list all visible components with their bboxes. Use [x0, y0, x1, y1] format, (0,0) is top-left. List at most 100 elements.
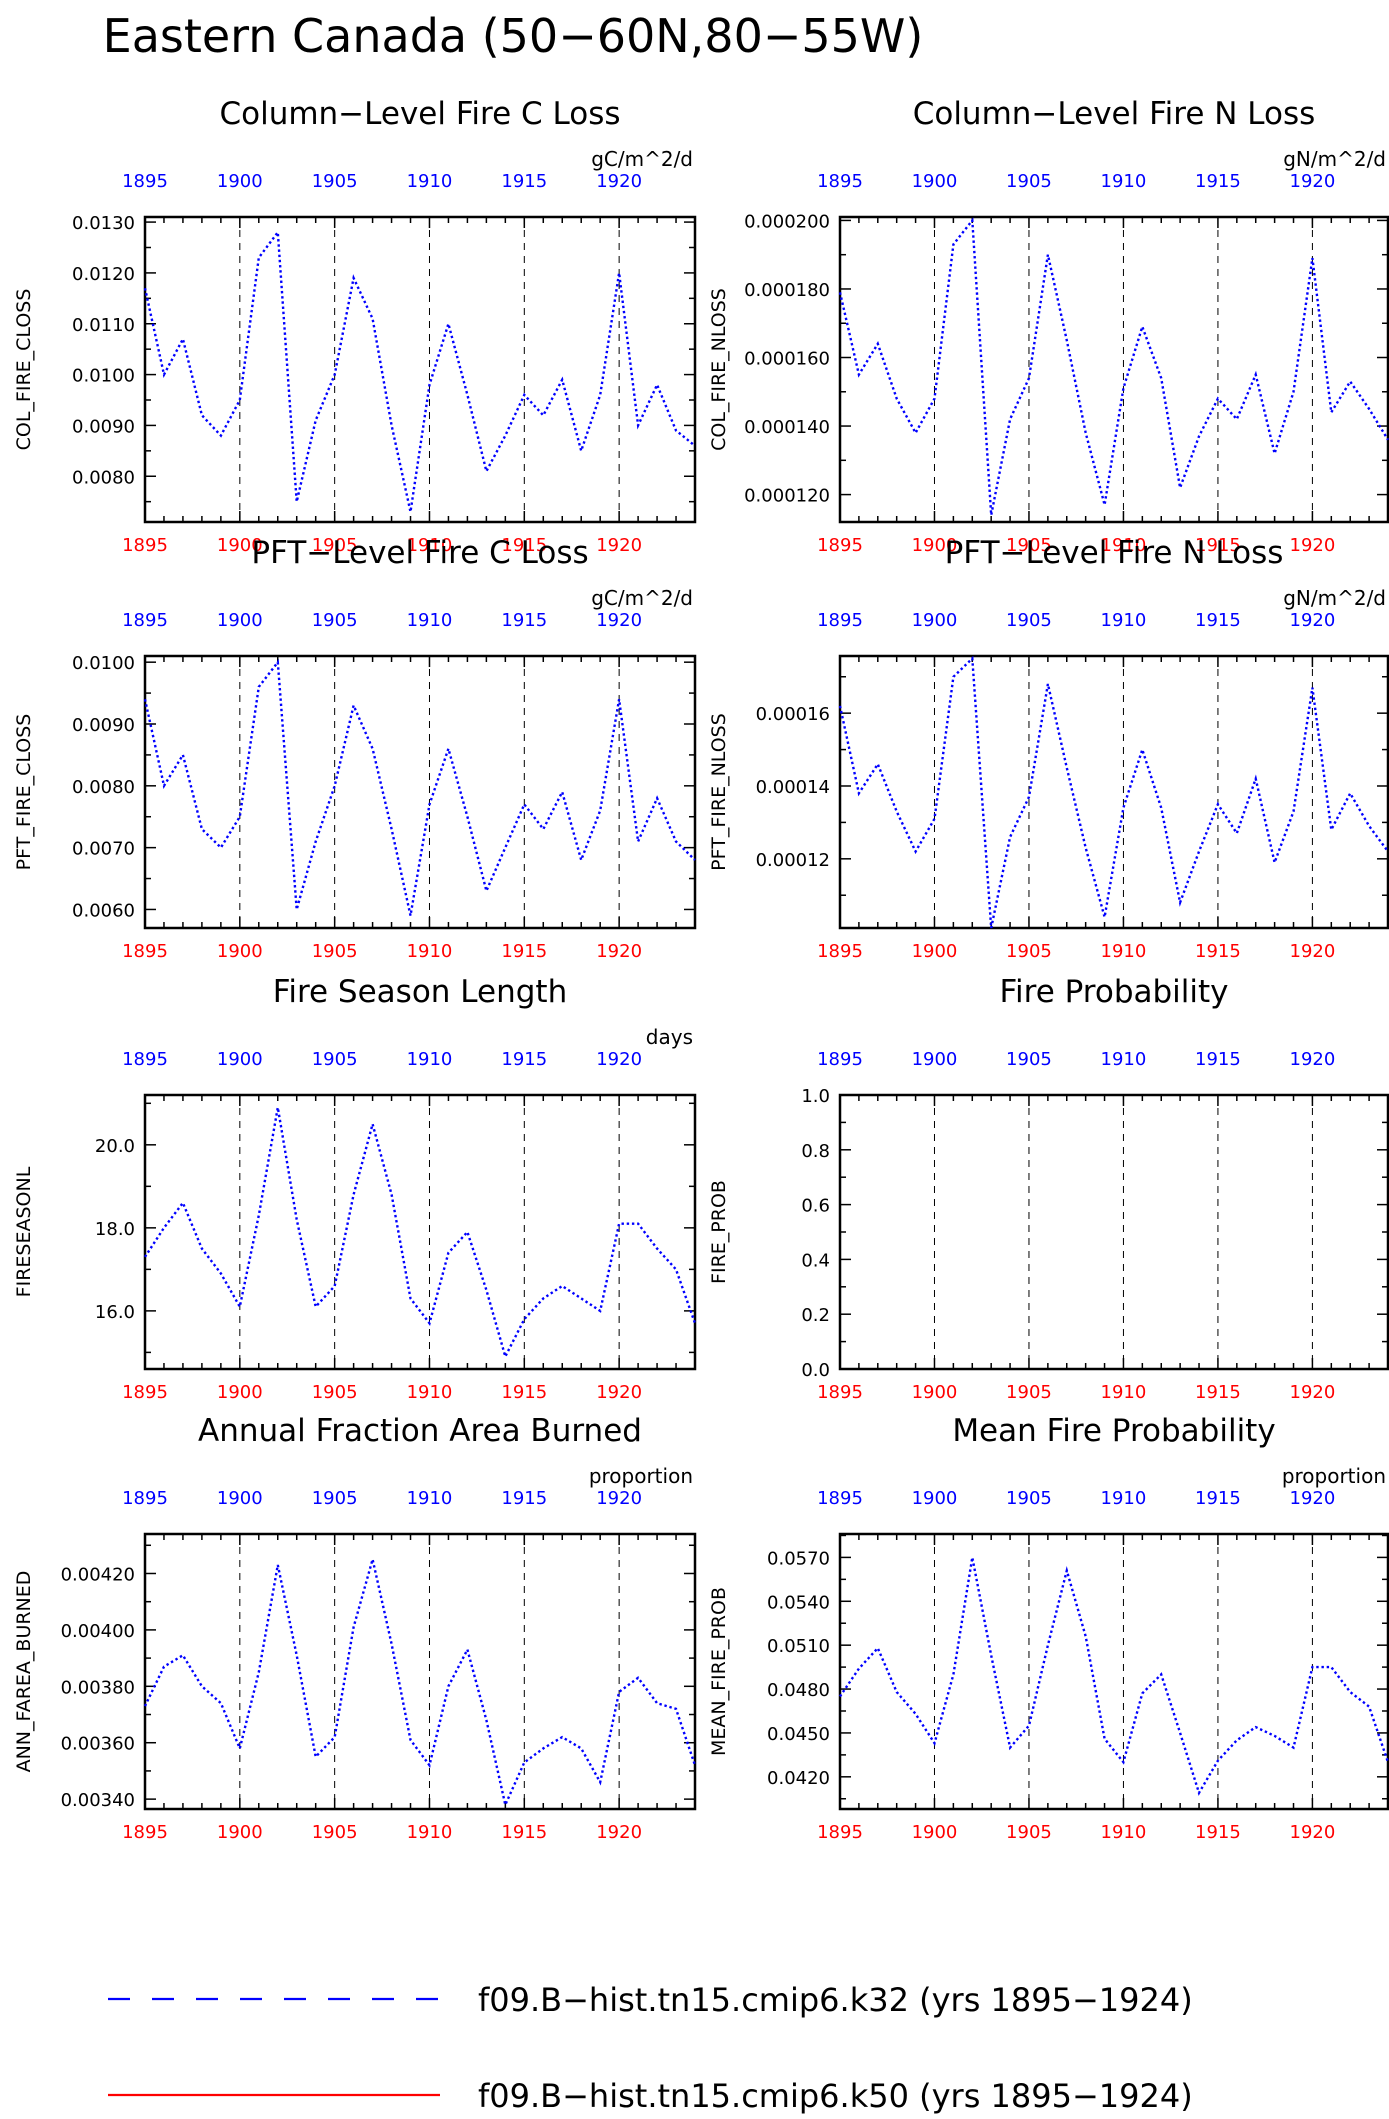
- x-tick-label-top: 1905: [1006, 1488, 1052, 1509]
- x-tick-label-bottom: 1920: [1290, 1382, 1336, 1403]
- y-axis-label: FIRESEASONL: [13, 1166, 35, 1297]
- x-tick-label-bottom: 1895: [122, 941, 168, 962]
- x-tick-label-bottom: 1915: [1195, 1382, 1241, 1403]
- y-tick-label: 0.0450: [767, 1724, 830, 1745]
- x-tick-label-top: 1910: [1101, 171, 1147, 192]
- x-tick-label-top: 1895: [122, 171, 168, 192]
- panel-title: Mean Fire Probability: [952, 1413, 1275, 1449]
- x-tick-label-top: 1910: [1101, 1049, 1147, 1070]
- y-axis-label: MEAN_FIRE_PROB: [708, 1587, 730, 1756]
- y-tick-label: 0.0420: [767, 1768, 830, 1789]
- x-tick-label-bottom: 1915: [1195, 941, 1241, 962]
- chart-panel: Fire Season Length days 1895 1895 1900 1900 19…: [13, 974, 697, 1403]
- panel-title: PFT−Level Fire N Loss: [945, 535, 1284, 571]
- x-tick-label-top: 1915: [1195, 1488, 1241, 1509]
- x-tick-label-top: 1895: [122, 1049, 168, 1070]
- x-tick-label-top: 1920: [1290, 1488, 1336, 1509]
- x-tick-label-top: 1910: [407, 1049, 453, 1070]
- x-tick-label-bottom: 1915: [501, 535, 547, 556]
- x-tick-label-bottom: 1900: [912, 535, 958, 556]
- x-tick-label-top: 1915: [501, 1488, 547, 1509]
- series-line: [839, 1557, 1389, 1796]
- x-tick-label-bottom: 1905: [1006, 535, 1052, 556]
- x-tick-label-top: 1900: [217, 171, 263, 192]
- y-axis-label: PFT_FIRE_CLOSS: [13, 714, 35, 871]
- x-tick-label-top: 1900: [912, 171, 958, 192]
- series-line: [838, 217, 1389, 516]
- y-tick-label: 0.0100: [72, 653, 135, 674]
- units-label: proportion: [589, 1464, 693, 1488]
- panel-title: Annual Fraction Area Burned: [198, 1413, 642, 1449]
- x-tick-label-bottom: 1895: [817, 535, 863, 556]
- y-tick-label: 0.000120: [744, 486, 830, 507]
- y-tick-label: 20.0: [95, 1136, 135, 1157]
- y-axis-label: COL_FIRE_NLOSS: [708, 288, 730, 451]
- y-tick-label: 0.2: [801, 1305, 830, 1326]
- y-tick-label: 0.00420: [61, 1564, 135, 1585]
- series-line: [838, 655, 1389, 929]
- panel-title: Fire Season Length: [273, 974, 567, 1010]
- x-tick-label-bottom: 1920: [1290, 941, 1336, 962]
- y-tick-label: 0.0090: [72, 715, 135, 736]
- chart-panels: Column−Level Fire C Loss gC/m^2/d 1895 1895…: [13, 96, 1389, 1843]
- x-tick-label-bottom: 1900: [217, 1822, 263, 1843]
- units-label: proportion: [1282, 1464, 1386, 1488]
- y-axis-label: ANN_FAREA_BURNED: [13, 1571, 35, 1773]
- x-tick-label-top: 1915: [1195, 171, 1241, 192]
- x-tick-label-top: 1905: [312, 171, 358, 192]
- plot-frame: [143, 1093, 697, 1371]
- y-tick-label: 0.00014: [756, 777, 830, 798]
- x-tick-label-top: 1920: [1290, 171, 1336, 192]
- y-tick-label: 16.0: [95, 1302, 135, 1323]
- y-tick-label: 0.0090: [72, 416, 135, 437]
- x-tick-label-top: 1900: [912, 1488, 958, 1509]
- x-tick-label-top: 1905: [312, 610, 358, 631]
- x-tick-label-top: 1915: [501, 610, 547, 631]
- x-tick-label-bottom: 1910: [1101, 1822, 1147, 1843]
- x-tick-label-bottom: 1905: [1006, 1822, 1052, 1843]
- x-tick-label-bottom: 1900: [217, 941, 263, 962]
- x-tick-label-top: 1905: [1006, 610, 1052, 631]
- y-tick-label: 0.0: [801, 1360, 830, 1381]
- x-tick-label-top: 1905: [312, 1049, 358, 1070]
- x-tick-label-top: 1900: [217, 1488, 263, 1509]
- y-tick-label: 0.0080: [72, 777, 135, 798]
- y-tick-label: 18.0: [95, 1219, 135, 1240]
- units-label: gN/m^2/d: [1283, 147, 1386, 171]
- x-tick-label-bottom: 1915: [501, 1382, 547, 1403]
- x-tick-label-top: 1895: [122, 1488, 168, 1509]
- units-label: gC/m^2/d: [591, 586, 693, 610]
- x-tick-label-top: 1910: [407, 1488, 453, 1509]
- y-tick-label: 0.8: [801, 1141, 830, 1162]
- y-tick-label: 0.0110: [72, 315, 135, 336]
- y-tick-label: 0.00360: [61, 1734, 135, 1755]
- x-tick-label-top: 1895: [817, 1049, 863, 1070]
- x-tick-label-bottom: 1895: [122, 1382, 168, 1403]
- x-tick-label-top: 1910: [407, 171, 453, 192]
- chart-panel: Column−Level Fire N Loss gN/m^2/d 1895 1895…: [708, 96, 1389, 556]
- series-line: [143, 1559, 697, 1809]
- y-tick-label: 0.00340: [61, 1790, 135, 1811]
- y-axis-label: PFT_FIRE_NLOSS: [708, 713, 730, 871]
- y-tick-label: 0.0480: [767, 1680, 830, 1701]
- x-tick-label-top: 1900: [912, 1049, 958, 1070]
- x-tick-label-bottom: 1910: [407, 1822, 453, 1843]
- x-tick-label-bottom: 1905: [1006, 1382, 1052, 1403]
- x-tick-label-bottom: 1920: [596, 535, 642, 556]
- x-tick-label-top: 1910: [1101, 1488, 1147, 1509]
- x-tick-label-bottom: 1920: [596, 1382, 642, 1403]
- y-tick-label: 0.6: [801, 1196, 830, 1217]
- plot-frame: [838, 215, 1389, 524]
- x-tick-label-top: 1920: [596, 610, 642, 631]
- plot-frame: [143, 1532, 697, 1811]
- x-tick-label-bottom: 1900: [912, 1822, 958, 1843]
- x-tick-label-top: 1900: [217, 1049, 263, 1070]
- series-line: [143, 1107, 697, 1360]
- y-tick-label: 0.000200: [744, 211, 830, 232]
- y-tick-label: 0.0080: [72, 467, 135, 488]
- x-tick-label-bottom: 1910: [407, 1382, 453, 1403]
- y-tick-label: 0.00400: [61, 1621, 135, 1642]
- x-tick-label-top: 1915: [501, 171, 547, 192]
- x-tick-label-bottom: 1915: [501, 1822, 547, 1843]
- y-tick-label: 0.0100: [72, 366, 135, 387]
